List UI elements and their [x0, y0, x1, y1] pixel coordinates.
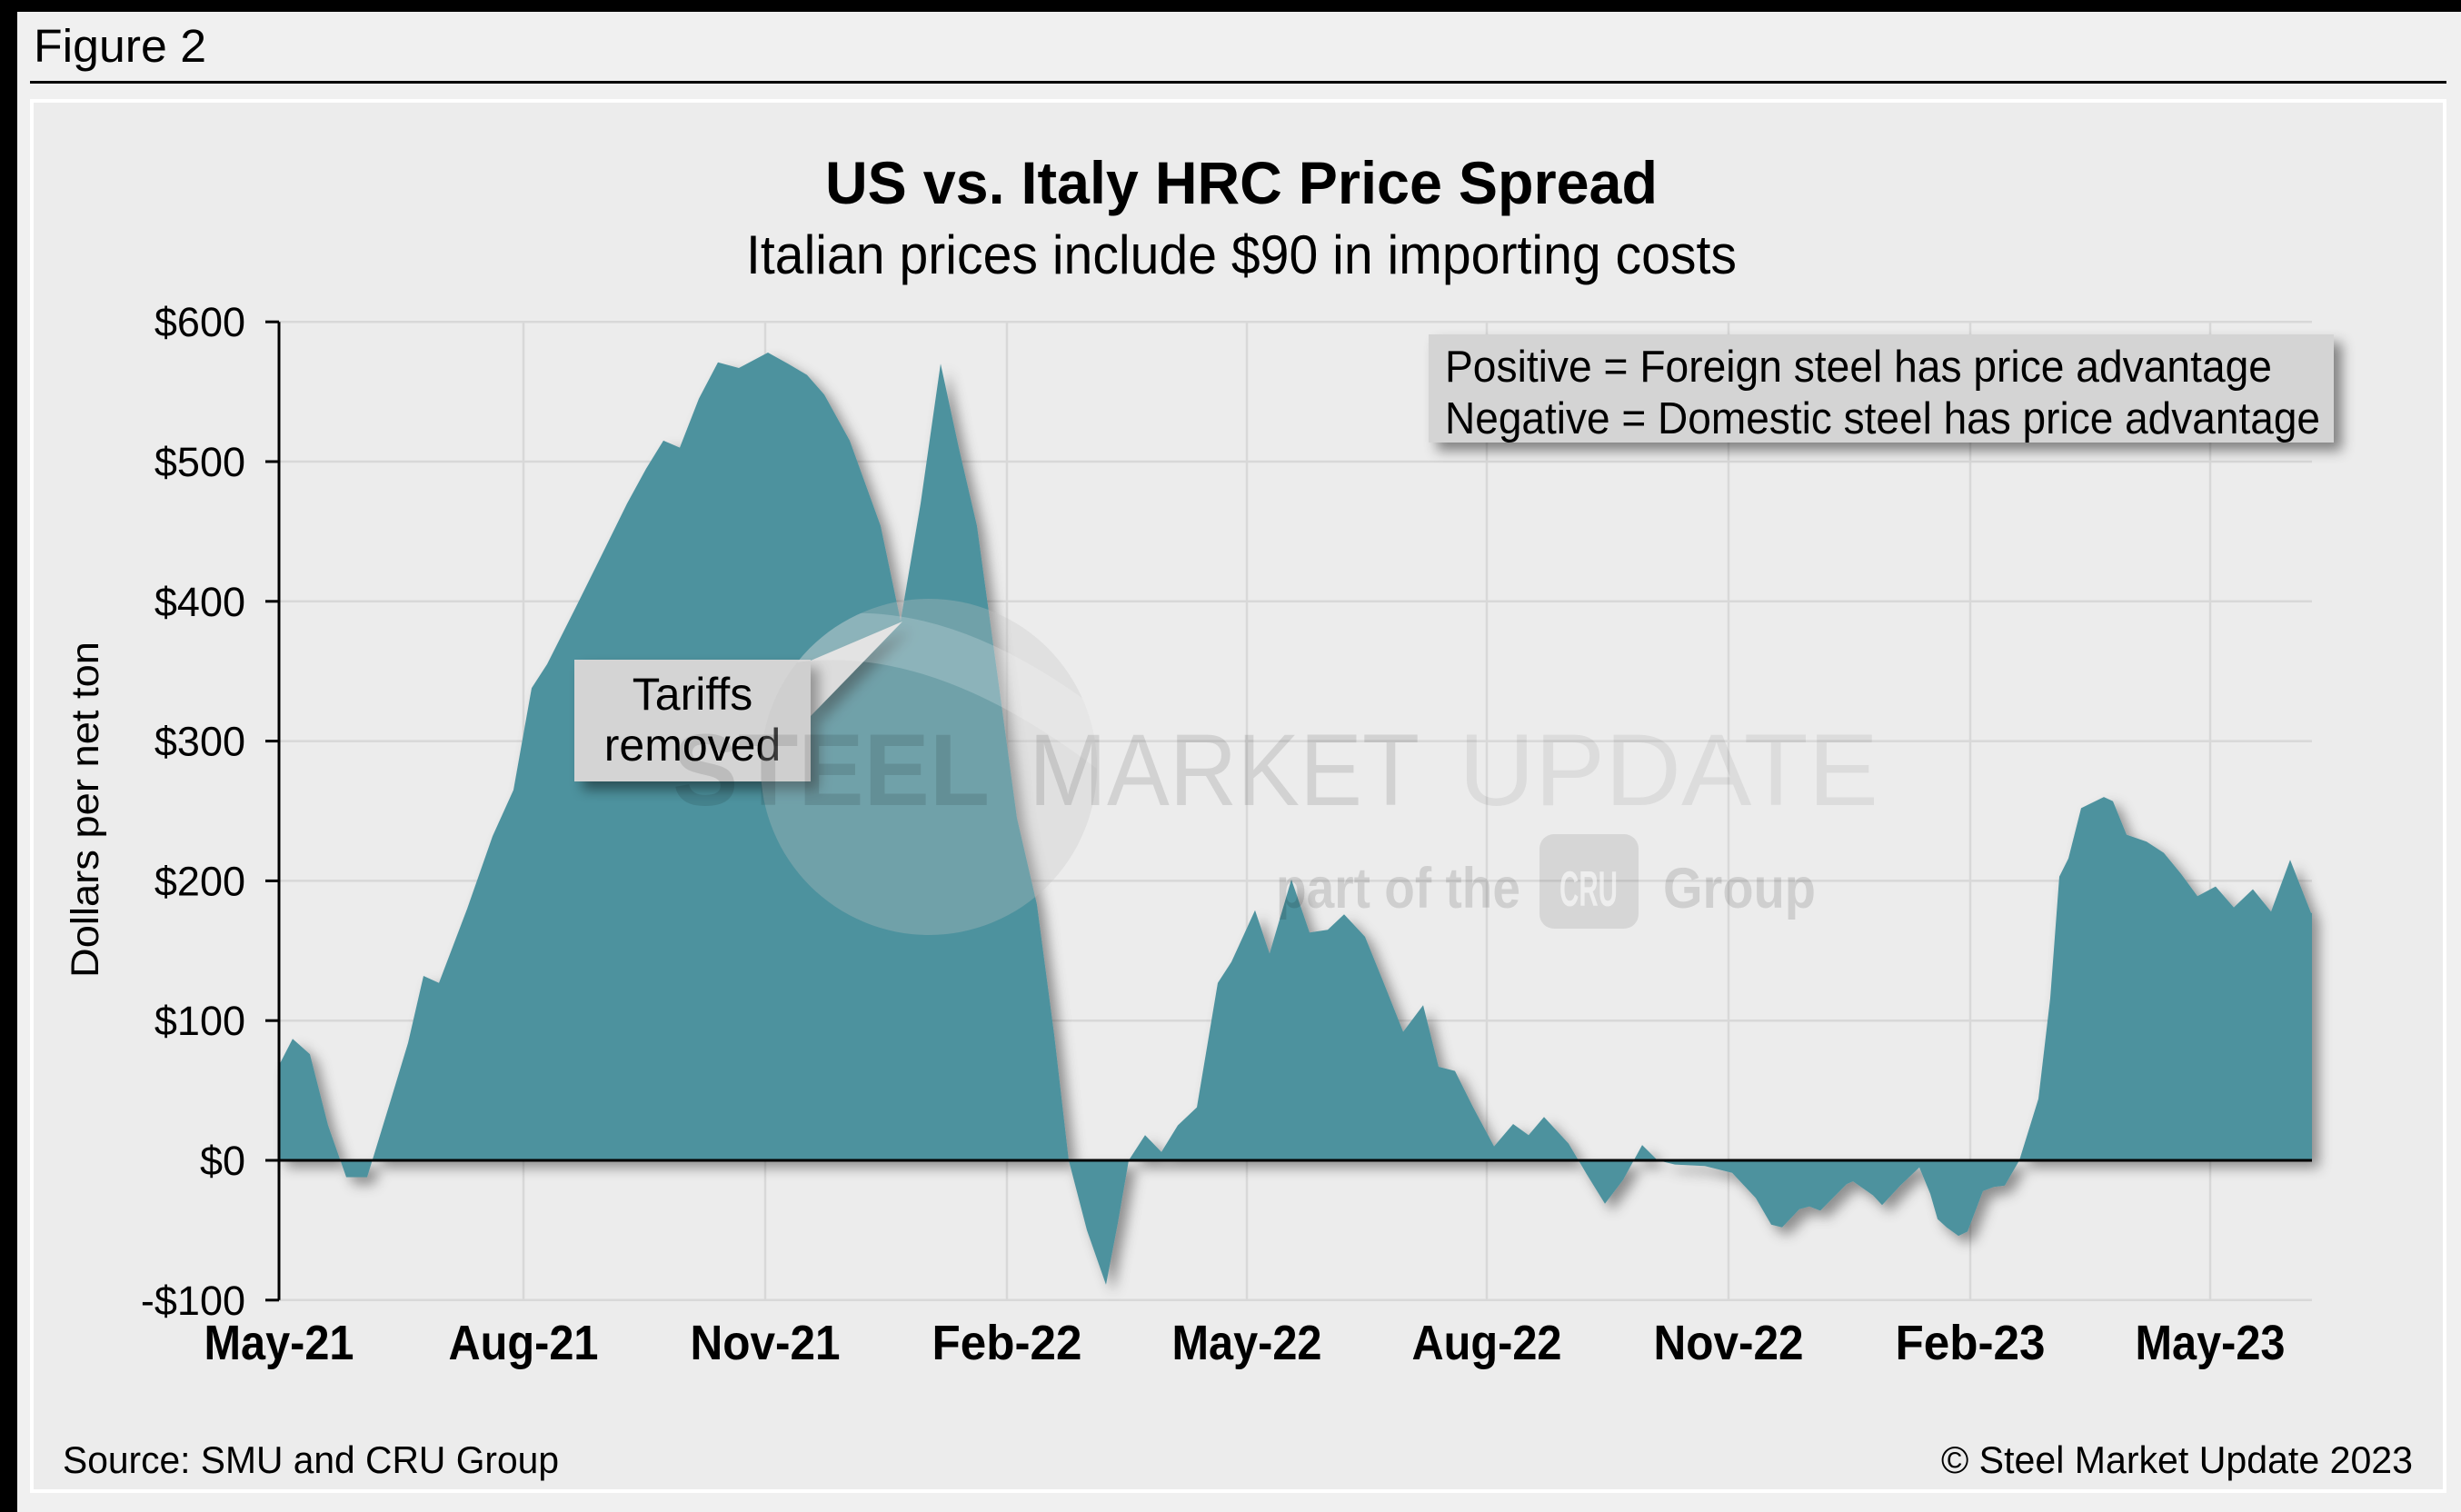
- svg-text:US vs. Italy HRC Price Spread: US vs. Italy HRC Price Spread: [825, 149, 1658, 216]
- svg-text:UPDATE: UPDATE: [1459, 713, 1878, 827]
- svg-text:STEEL: STEEL: [673, 713, 990, 827]
- svg-text:May-21: May-21: [204, 1316, 354, 1370]
- svg-text:MARKET: MARKET: [1029, 713, 1420, 827]
- svg-text:$300: $300: [154, 719, 245, 765]
- svg-text:Feb-22: Feb-22: [932, 1316, 1082, 1370]
- svg-text:-$100: -$100: [141, 1278, 245, 1324]
- svg-text:$400: $400: [154, 579, 245, 625]
- svg-text:Figure 2: Figure 2: [34, 20, 206, 72]
- svg-text:$100: $100: [154, 998, 245, 1044]
- svg-text:© Steel Market Update 2023: © Steel Market Update 2023: [1941, 1438, 2413, 1481]
- svg-text:Dollars per net ton: Dollars per net ton: [64, 642, 107, 978]
- svg-text:$600: $600: [154, 299, 245, 345]
- svg-text:Positive = Foreign steel has p: Positive = Foreign steel has price advan…: [1445, 343, 2272, 392]
- svg-text:Nov-21: Nov-21: [691, 1316, 841, 1370]
- svg-text:part of the: part of the: [1276, 857, 1520, 920]
- svg-text:$500: $500: [154, 439, 245, 485]
- svg-text:Source: SMU and CRU Group: Source: SMU and CRU Group: [63, 1438, 559, 1481]
- svg-text:Aug-21: Aug-21: [449, 1316, 599, 1370]
- svg-text:$0: $0: [200, 1138, 245, 1184]
- svg-text:May-23: May-23: [2136, 1316, 2286, 1370]
- svg-text:Aug-22: Aug-22: [1412, 1316, 1562, 1370]
- svg-text:CRU: CRU: [1559, 860, 1618, 917]
- svg-text:Nov-22: Nov-22: [1654, 1316, 1804, 1370]
- svg-text:$200: $200: [154, 858, 245, 904]
- svg-text:May-22: May-22: [1172, 1316, 1322, 1370]
- svg-text:Italian prices include $90 in: Italian prices include $90 in importing …: [746, 224, 1737, 285]
- svg-text:Tariffs: Tariffs: [633, 669, 752, 720]
- svg-text:Feb-23: Feb-23: [1896, 1316, 2046, 1370]
- svg-text:Group: Group: [1663, 857, 1816, 920]
- svg-text:removed: removed: [604, 720, 782, 771]
- svg-text:Negative = Domestic steel has: Negative = Domestic steel has price adva…: [1445, 394, 2320, 443]
